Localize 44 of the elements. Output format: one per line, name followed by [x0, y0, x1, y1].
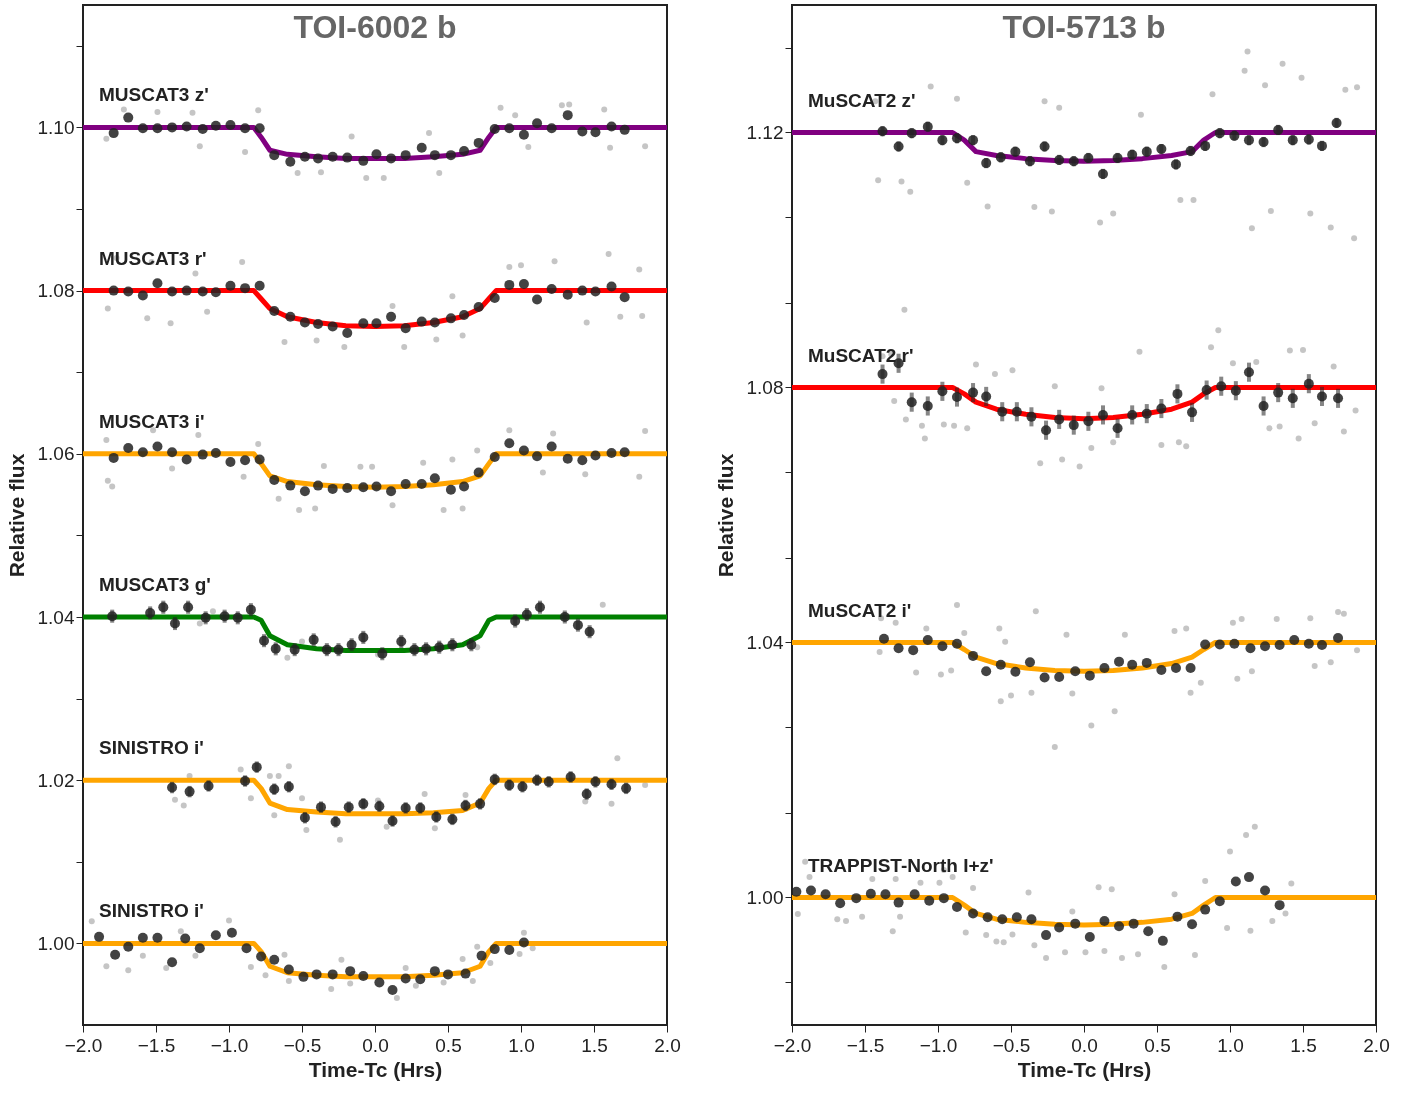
- x-tick-label: 2.0: [1363, 1034, 1390, 1056]
- y-tick-label: 1.10: [37, 116, 75, 138]
- chart-title: TOI-5713 b: [1002, 9, 1166, 45]
- y-tick-label: 1.08: [37, 280, 75, 302]
- series-label: MuSCAT2 r': [808, 344, 914, 366]
- x-tick-label: −2.0: [773, 1034, 812, 1056]
- y-tick-label: 1.00: [746, 887, 784, 908]
- y-tick-label: 1.06: [37, 443, 75, 465]
- y-tick-label: 1.08: [746, 377, 784, 398]
- y-axis-title: Relative flux: [4, 453, 28, 578]
- y-tick-label: 1.02: [37, 769, 75, 791]
- x-axis-title: Time-Tc (Hrs): [308, 1057, 443, 1081]
- x-tick-label: −1.0: [210, 1034, 249, 1056]
- x-tick-label: −2.0: [64, 1034, 103, 1056]
- series-label: MuSCAT2 i': [808, 599, 912, 621]
- series-label: MuSCAT2 z': [808, 89, 916, 111]
- y-tick-label: 1.04: [37, 606, 75, 628]
- y-tick-label: 1.04: [746, 632, 784, 653]
- x-axis-title: Time-Tc (Hrs): [1017, 1057, 1152, 1081]
- y-axis-title: Relative flux: [713, 453, 737, 578]
- x-tick-label: −1.5: [137, 1034, 176, 1056]
- series-label: SINISTRO i': [99, 900, 204, 922]
- x-tick-label: −0.5: [992, 1034, 1031, 1056]
- chart-title: TOI-6002 b: [293, 9, 457, 45]
- series-label: MUSCAT3 i': [99, 410, 205, 432]
- y-tick-label: 1.12: [746, 122, 784, 143]
- x-tick-label: 1.5: [581, 1034, 608, 1056]
- series-label: SINISTRO i': [99, 737, 204, 759]
- x-tick-label: 1.0: [508, 1034, 535, 1056]
- series-label: MUSCAT3 z': [99, 84, 209, 106]
- y-tick-label: 1.00: [37, 932, 75, 954]
- x-tick-label: −1.0: [919, 1034, 958, 1056]
- x-tick-label: 0.5: [435, 1034, 462, 1056]
- series-label: MUSCAT3 r': [99, 247, 207, 269]
- x-tick-label: −0.5: [283, 1034, 322, 1056]
- x-tick-label: −1.5: [846, 1034, 885, 1056]
- x-tick-label: 0.0: [362, 1034, 389, 1056]
- x-tick-label: 2.0: [654, 1034, 681, 1056]
- series-label: MUSCAT3 g': [99, 574, 211, 595]
- series-label: TRAPPIST-North I+z': [808, 854, 994, 876]
- x-tick-label: 1.5: [1290, 1034, 1317, 1056]
- x-tick-label: 0.0: [1071, 1034, 1098, 1056]
- x-tick-label: 0.5: [1144, 1034, 1171, 1056]
- x-tick-label: 1.0: [1217, 1034, 1244, 1056]
